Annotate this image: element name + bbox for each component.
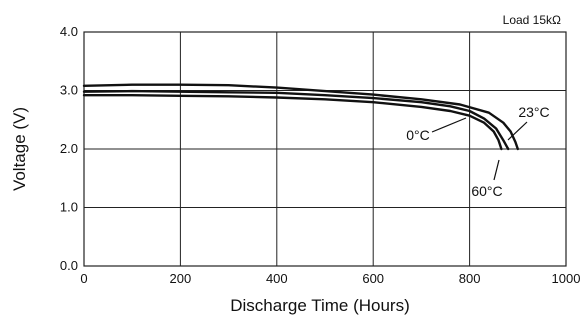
series-line-0C [82,89,510,151]
y-tick-label: 1.0 [60,200,78,215]
x-tick-label: 1000 [552,271,581,286]
series-lines [82,83,519,151]
x-tick-label: 0 [80,271,87,286]
annotation-pointer-60C [493,159,500,181]
annotation-pointer-0C [431,117,467,133]
y-tick-label: 2.0 [60,141,78,156]
annotation-pointer-23C [507,121,528,141]
plot-border [83,31,567,267]
tick-labels: 0 200 400 600 800 1000 0.0 1.0 2.0 3.0 4.0 [60,24,581,286]
y-tick-label: 4.0 [60,24,78,39]
annotation-label-60C: 60°C [471,183,502,199]
series-line-60C [82,93,503,151]
x-tick-label: 600 [362,271,384,286]
y-axis-label: Voltage (V) [10,107,29,191]
load-label: Load 15kΩ [503,13,561,27]
annotations: 23°C 0°C 60°C [406,104,549,199]
x-tick-label: 200 [170,271,192,286]
grid [83,31,567,267]
y-tick-label: 0.0 [60,258,78,273]
x-tick-label: 400 [266,271,288,286]
x-tick-label: 800 [459,271,481,286]
x-axis-label: Discharge Time (Hours) [230,296,410,315]
annotation-label-0C: 0°C [406,127,430,143]
series-line-23C [82,83,519,151]
annotation-label-23C: 23°C [518,104,549,120]
y-tick-label: 3.0 [60,83,78,98]
